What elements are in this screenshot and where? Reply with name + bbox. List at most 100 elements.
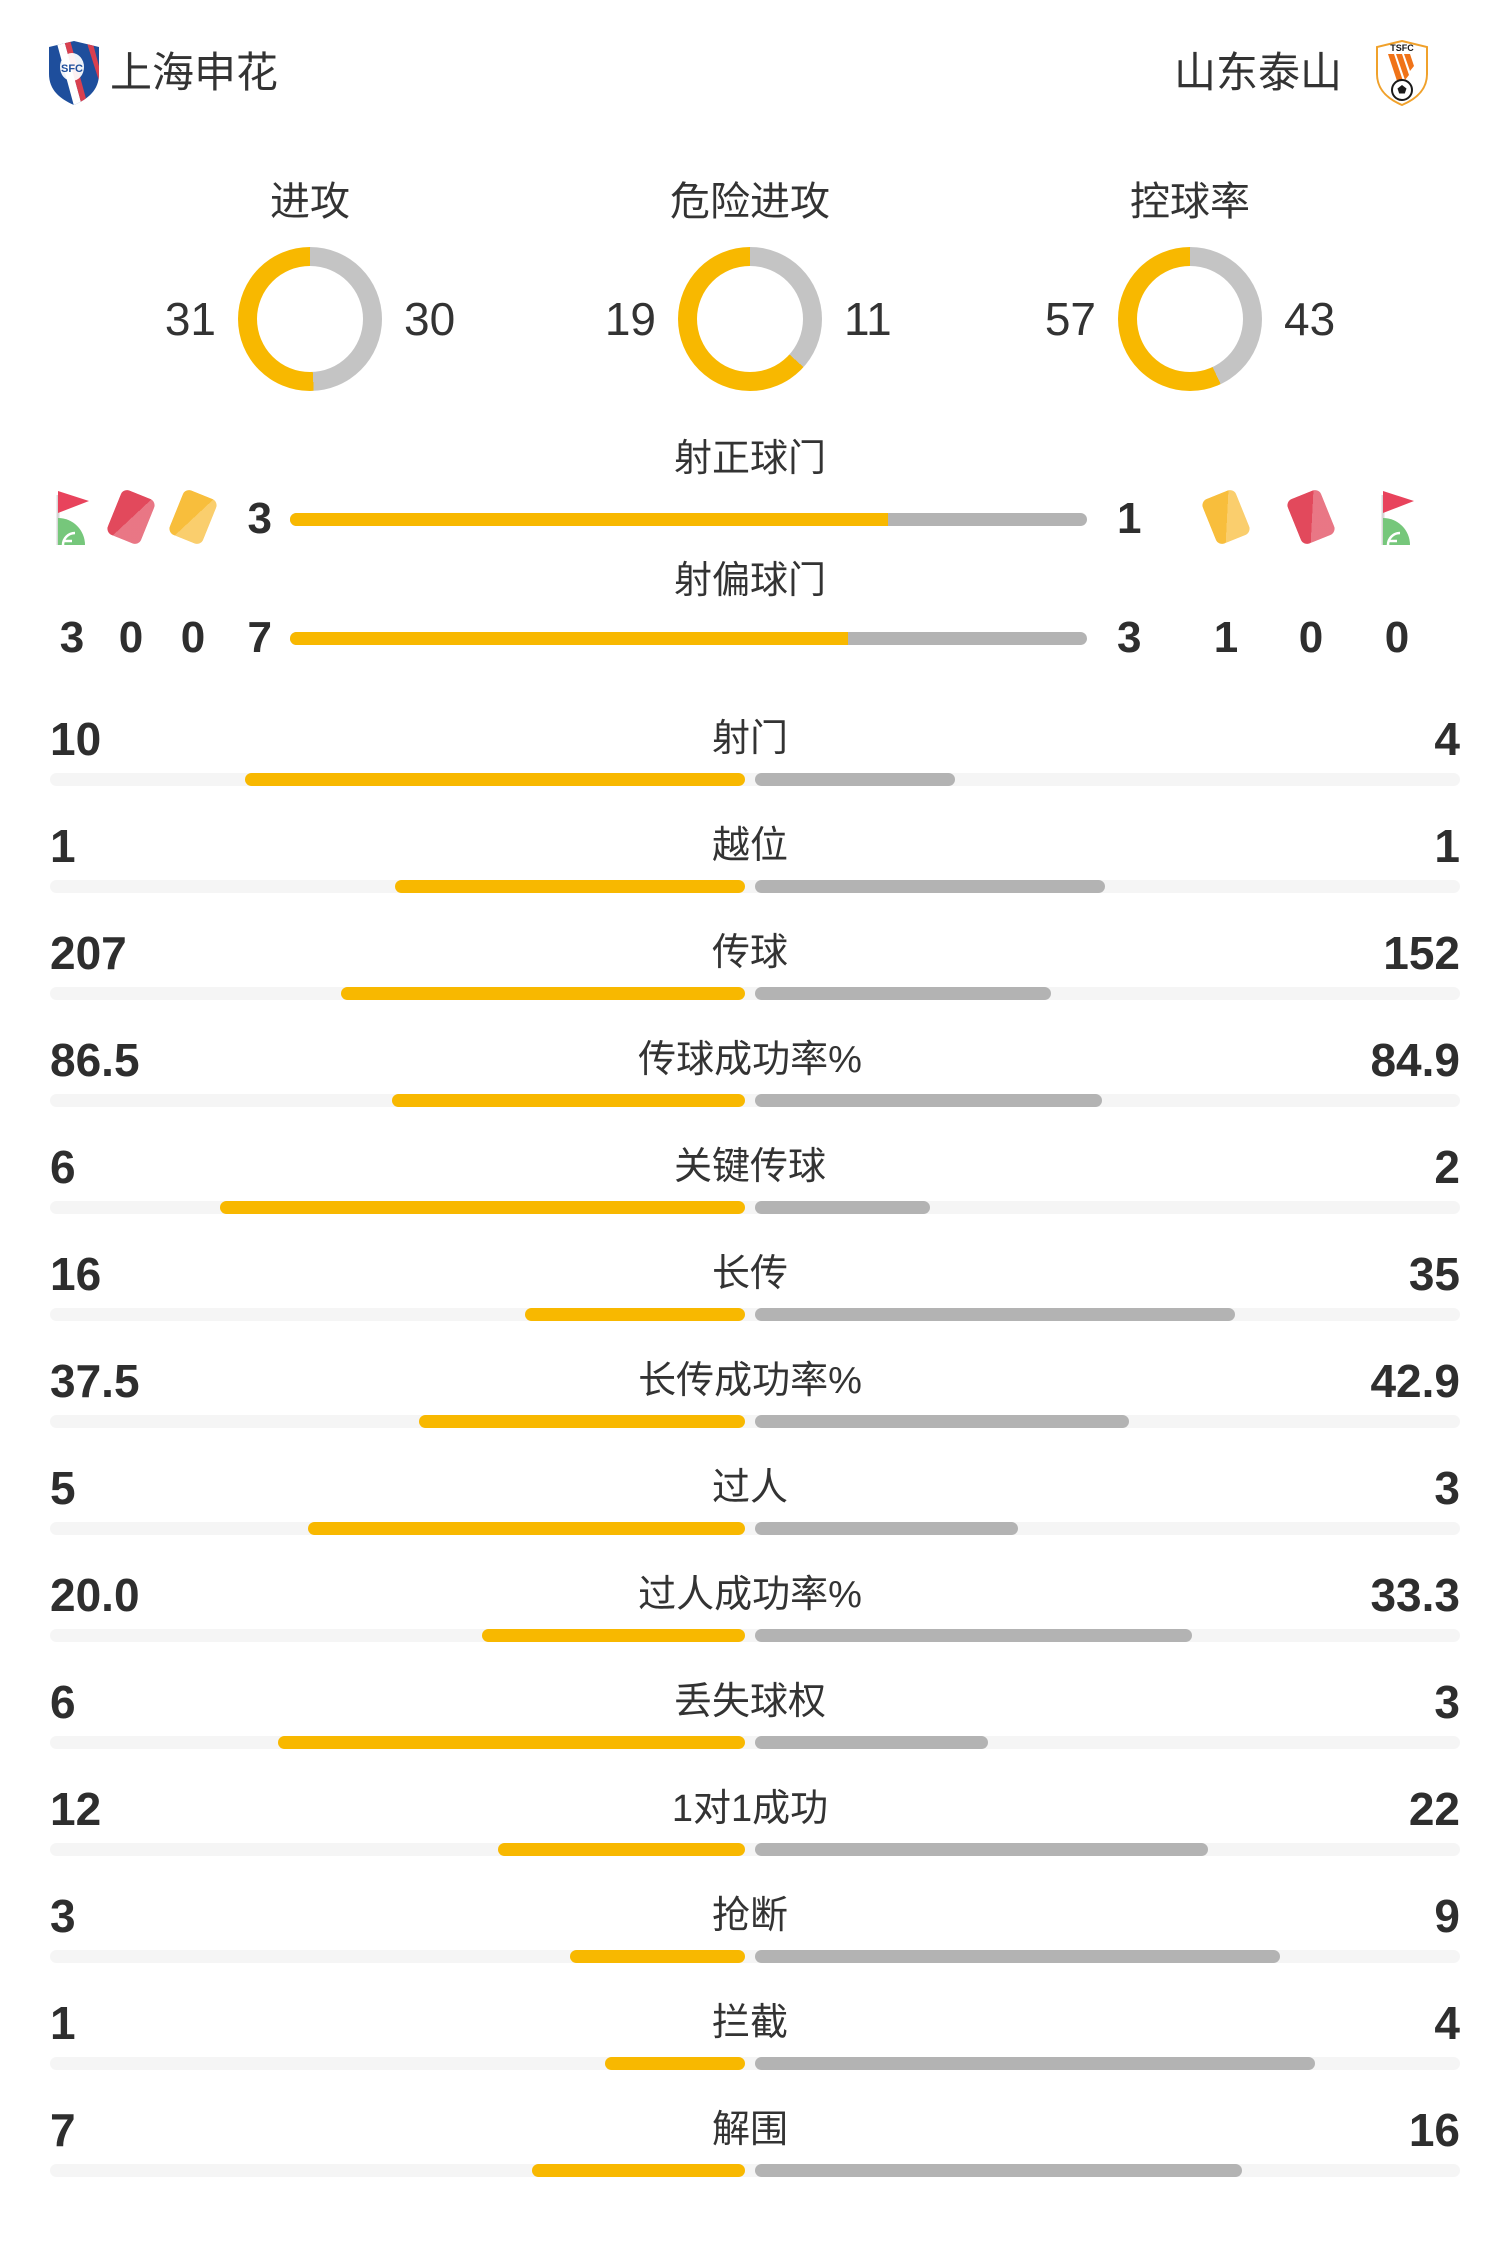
away-red-card-count: 0 <box>1298 613 1324 662</box>
stat-label: 1对1成功 <box>671 1788 829 1830</box>
home-red-card-count: 0 <box>118 613 144 662</box>
stat-away-value: 3 <box>1434 1676 1460 1728</box>
shot-bar-home-fill <box>290 513 888 526</box>
stat-label: 越位 <box>711 825 788 867</box>
away-corner-flag-count: 0 <box>1384 613 1410 662</box>
stat-bar-away-fill <box>755 1736 989 1749</box>
home-yellow-card-count: 0 <box>180 613 206 662</box>
stat-home-value: 1 <box>50 1997 76 2049</box>
home-corner-flag-count: 3 <box>59 613 85 662</box>
stat-home-value: 20.0 <box>50 1569 140 1621</box>
stat-label: 抢断 <box>711 1895 788 1937</box>
shot-home-value: 7 <box>247 613 272 662</box>
stat-bar-away-fill <box>755 1201 930 1214</box>
stat-home-value: 1 <box>50 820 76 872</box>
stat-bar-away-fill <box>755 1415 1129 1428</box>
stat-bar-away-fill <box>755 2057 1315 2070</box>
home-crest-initials: SFC <box>61 63 83 75</box>
stat-home-value: 37.5 <box>50 1355 140 1407</box>
stat-away-value: 16 <box>1408 2104 1460 2156</box>
stat-row: 6 丢失球权 3 <box>0 1678 1500 1785</box>
stat-home-value: 16 <box>50 1248 102 1300</box>
stat-home-value: 12 <box>50 1783 102 1835</box>
stat-home-value: 10 <box>50 713 102 765</box>
yellow-card-icon <box>1200 488 1252 546</box>
stat-row: 6 关键传球 2 <box>0 1143 1500 1250</box>
stat-label: 过人 <box>711 1467 788 1509</box>
stat-away-value: 152 <box>1383 927 1460 979</box>
away-team-logo[interactable]: TSFC <box>1376 40 1428 106</box>
stat-bar-away-fill <box>755 1629 1193 1642</box>
stat-bar-track <box>50 773 1460 786</box>
away-yellow-card-count: 1 <box>1213 613 1239 662</box>
stat-row: 37.5 长传成功率% 42.9 <box>0 1357 1500 1464</box>
donut-chart-1: 危险进攻 19 11 <box>540 180 960 400</box>
stat-label: 关键传球 <box>673 1146 826 1188</box>
stat-row: 1 越位 1 <box>0 822 1500 929</box>
stat-bar-track <box>50 1950 1460 1963</box>
stat-label: 解围 <box>711 2109 788 2151</box>
stat-bar-home-fill <box>418 1415 745 1428</box>
stat-bar-home-fill <box>605 2057 745 2070</box>
stat-bar-home-fill <box>278 1736 745 1749</box>
donut-ring <box>678 247 822 391</box>
stat-bar-home-fill <box>245 773 745 786</box>
stat-label: 过人成功率% <box>638 1574 862 1616</box>
donut-away-value: 11 <box>844 293 892 345</box>
stat-away-value: 35 <box>1408 1248 1460 1300</box>
donut-home-value: 19 <box>604 293 656 345</box>
stat-bar-home-fill <box>531 2164 745 2177</box>
stat-away-value: 22 <box>1408 1783 1460 1835</box>
stat-bar-home-fill <box>482 1629 745 1642</box>
stat-bar-track <box>50 1308 1460 1321</box>
crest-oval <box>60 53 84 81</box>
stat-bar-track <box>50 2164 1460 2177</box>
stat-label: 射门 <box>711 718 788 760</box>
donut-away-value: 30 <box>404 293 456 345</box>
shot-bar-label: 射正球门 <box>673 438 826 480</box>
stat-away-value: 84.9 <box>1370 1034 1460 1086</box>
stat-home-value: 207 <box>50 927 127 979</box>
donut-away-value: 43 <box>1284 293 1336 345</box>
stat-bar-home-fill <box>220 1201 745 1214</box>
stat-bar-away-fill <box>755 1308 1236 1321</box>
stat-label: 传球 <box>711 932 788 974</box>
stat-bar-track <box>50 1843 1460 1856</box>
stat-bar-away-fill <box>755 1843 1208 1856</box>
corner-flag-icon <box>1381 491 1414 546</box>
stat-row: 3 抢断 9 <box>0 1892 1500 1999</box>
stat-bar-away-fill <box>755 1522 1018 1535</box>
stat-bar-track <box>50 1094 1460 1107</box>
stat-row: 10 射门 4 <box>0 715 1500 822</box>
donut-title: 危险进攻 <box>670 180 830 224</box>
stat-home-value: 6 <box>50 1141 76 1193</box>
home-team-name[interactable]: 上海申花 <box>110 49 279 96</box>
stat-label: 拦截 <box>711 2002 788 2044</box>
stat-bar-track <box>50 1415 1460 1428</box>
stat-bar-track <box>50 1201 1460 1214</box>
stat-row: 207 传球 152 <box>0 929 1500 1036</box>
corner-flag-icon-wrap <box>1374 488 1420 546</box>
stat-label: 传球成功率% <box>638 1039 862 1081</box>
donut-title: 控球率 <box>1130 180 1250 224</box>
stat-bar-track <box>50 1629 1460 1642</box>
stat-row: 86.5 传球成功率% 84.9 <box>0 1036 1500 1143</box>
stat-home-value: 7 <box>50 2104 76 2156</box>
stat-row: 12 1对1成功 22 <box>0 1785 1500 1892</box>
stat-row: 16 长传 35 <box>0 1250 1500 1357</box>
corner-flag-icon-wrap <box>49 488 95 546</box>
stat-label: 丢失球权 <box>673 1681 826 1723</box>
shot-bar-home-fill <box>290 632 848 645</box>
stat-bar-home-fill <box>395 880 745 893</box>
stat-bar-away-fill <box>755 2164 1242 2177</box>
stat-bar-away-fill <box>755 880 1105 893</box>
home-team-logo[interactable]: SFC <box>48 40 100 106</box>
stat-bar-track <box>50 2057 1460 2070</box>
donut-chart-2: 控球率 57 43 <box>980 180 1400 400</box>
stat-bar-track <box>50 987 1460 1000</box>
away-team-name[interactable]: 山东泰山 <box>1173 49 1342 96</box>
donut-ring <box>1118 247 1262 391</box>
stat-away-value: 2 <box>1434 1141 1460 1193</box>
stat-bar-track <box>50 1522 1460 1535</box>
stat-bar-away-fill <box>755 1094 1102 1107</box>
